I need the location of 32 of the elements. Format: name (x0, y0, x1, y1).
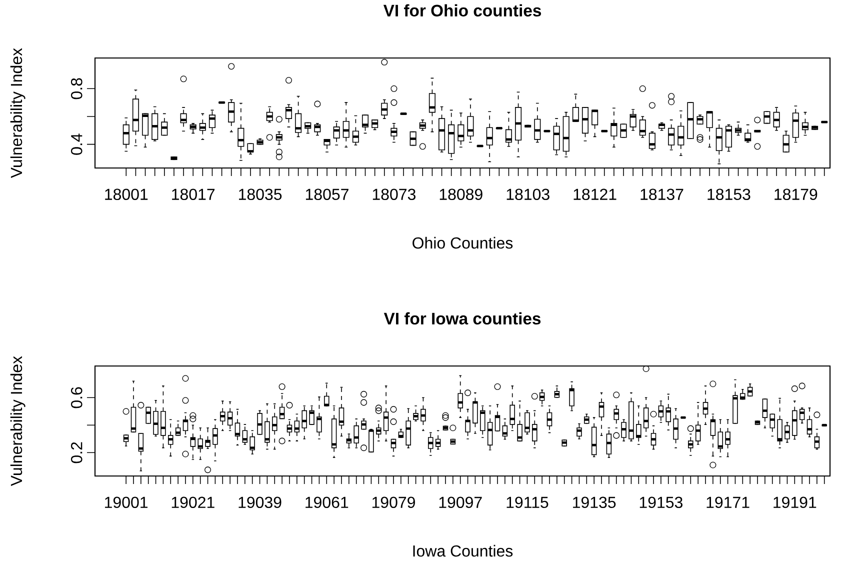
x-tick-label: 18073 (372, 188, 416, 200)
y-axis-title: Vulnerability Index (10, 48, 26, 178)
x-tick-label: 19001 (105, 496, 148, 508)
x-tick-label: 19171 (706, 496, 750, 508)
x-axis-title: Ohio Counties (412, 236, 513, 249)
x-tick-label: 19191 (774, 496, 816, 508)
x-tick-label: 18057 (306, 188, 348, 200)
x-tick-label: 19153 (640, 496, 682, 508)
x-tick-label: 18001 (105, 188, 148, 200)
x-tick-label: 18017 (172, 188, 215, 200)
x-tick-label: 18137 (640, 188, 684, 200)
chart-title: VI for Ohio counties (383, 4, 542, 17)
y-tick-label: 0.4 (70, 134, 82, 155)
x-tick-label: 18121 (574, 188, 616, 200)
y-tick-label: 0.6 (70, 387, 82, 408)
chart-title: VI for Iowa counties (384, 312, 541, 325)
x-tick-label: 19061 (306, 496, 348, 508)
x-tick-label: 18179 (774, 188, 818, 200)
x-tick-label: 18103 (506, 188, 550, 200)
x-tick-label: 19135 (573, 496, 616, 508)
x-tick-label: 18153 (708, 188, 750, 200)
y-tick-label: 0.2 (70, 442, 82, 464)
y-axis-title: Vulnerability Index (10, 356, 26, 486)
x-axis-title: Iowa Counties (413, 544, 513, 557)
x-tick-label: 19097 (439, 496, 482, 508)
x-tick-label: 19021 (172, 496, 214, 508)
y-tick-label: 0.8 (70, 78, 82, 100)
x-tick-label: 19039 (238, 496, 282, 508)
x-tick-label: 19079 (372, 496, 415, 508)
x-tick-label: 18089 (440, 188, 482, 200)
x-tick-label: 19115 (506, 496, 548, 508)
x-tick-label: 18035 (239, 188, 282, 200)
